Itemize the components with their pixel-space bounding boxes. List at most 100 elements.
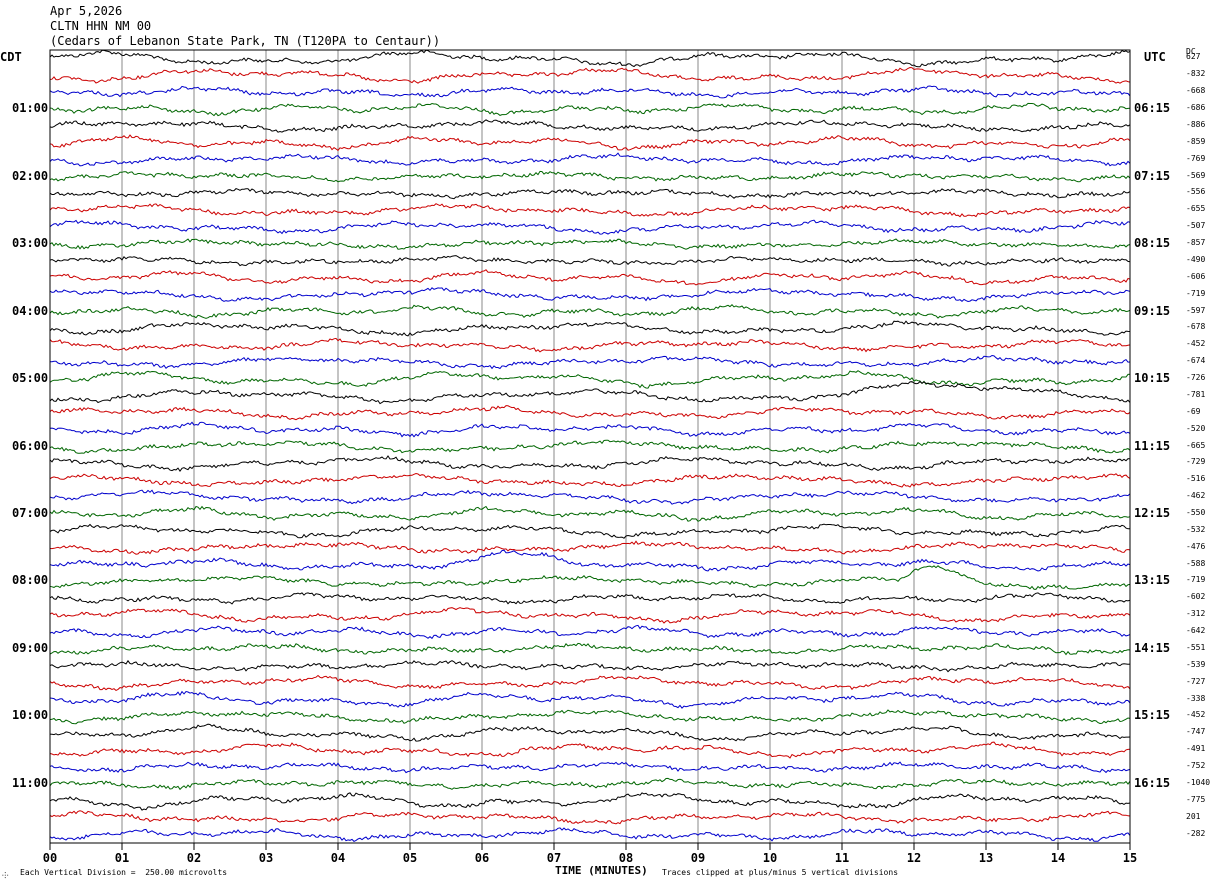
x-tick-label-03: 03 — [259, 851, 273, 865]
dc-offset-39: -452 — [1186, 710, 1206, 720]
trace-7 — [49, 170, 1131, 183]
dc-offset-11: -857 — [1186, 238, 1206, 248]
trace-21 — [49, 405, 1131, 421]
left-time-0400: 04:00 — [12, 303, 49, 318]
x-tick-label-13: 13 — [979, 851, 993, 865]
x-tick-label-07: 07 — [547, 851, 561, 865]
x-tick-label-11: 11 — [835, 851, 849, 865]
left-time-1000: 10:00 — [12, 708, 49, 723]
trace-30 — [49, 549, 1131, 572]
left-time-0200: 02:00 — [12, 168, 49, 183]
dc-offset-header: DC — [1186, 47, 1196, 56]
x-tick-label-08: 08 — [619, 851, 633, 865]
dc-offset-19: -726 — [1186, 373, 1206, 382]
trace-2 — [49, 85, 1131, 99]
left-time-0900: 09:00 — [12, 640, 49, 655]
left-time-0300: 03:00 — [12, 236, 49, 251]
right-timezone-label: UTC — [1144, 50, 1166, 64]
dc-offset-22: -520 — [1186, 423, 1206, 433]
right-time-0815: 08:15 — [1134, 236, 1171, 251]
trace-22 — [49, 421, 1131, 438]
right-time-1515: 15:15 — [1134, 708, 1171, 723]
right-time-0715: 07:15 — [1134, 168, 1171, 183]
dc-offset-28: -532 — [1186, 524, 1206, 534]
x-tick-label-12: 12 — [907, 851, 921, 865]
trace-36 — [49, 659, 1131, 673]
left-time-0800: 08:00 — [12, 573, 49, 588]
trace-31 — [49, 565, 1131, 590]
dc-offset-2: -668 — [1186, 86, 1206, 96]
trace-24 — [49, 455, 1131, 472]
dc-offset-23: -665 — [1186, 440, 1206, 450]
dc-offset-46: -282 — [1186, 828, 1206, 838]
clip-note: Traces clipped at plus/minus 5 vertical … — [662, 868, 899, 877]
right-time-1215: 12:15 — [1134, 505, 1171, 520]
dc-offset-37: -727 — [1186, 676, 1206, 686]
trace-3 — [49, 102, 1131, 117]
trace-44 — [49, 792, 1131, 811]
dc-offset-7: -569 — [1186, 170, 1206, 180]
x-tick-label-10: 10 — [763, 851, 777, 865]
x-tick-label-15: 15 — [1123, 851, 1137, 865]
dc-offset-43: -1040 — [1186, 777, 1210, 787]
right-time-1615: 16:15 — [1134, 775, 1171, 790]
dc-offset-5: -859 — [1186, 136, 1206, 146]
trace-10 — [49, 219, 1131, 235]
trace-16 — [49, 320, 1131, 337]
dc-offset-0: 627 — [1186, 52, 1201, 62]
dc-offset-21: -69 — [1186, 406, 1201, 416]
trace-18 — [50, 354, 1131, 370]
trace-43 — [49, 777, 1131, 791]
dc-offset-20: -781 — [1186, 389, 1206, 399]
left-time-0700: 07:00 — [12, 505, 49, 520]
trace-39 — [49, 709, 1131, 725]
right-time-1015: 10:15 — [1134, 371, 1171, 385]
dc-offset-4: -886 — [1186, 119, 1206, 129]
header-station: CLTN HHN NM 00 — [50, 19, 152, 33]
dc-offset-24: -729 — [1186, 457, 1206, 467]
dc-offset-29: -476 — [1186, 541, 1206, 551]
dc-offset-30: -588 — [1186, 558, 1206, 568]
dc-offset-40: -747 — [1186, 727, 1206, 737]
trace-9 — [49, 203, 1131, 218]
seismic-traces — [49, 49, 1131, 843]
trace-20 — [49, 380, 1131, 405]
minute-gridlines — [121, 50, 1059, 843]
dc-offset-44: -775 — [1186, 794, 1206, 804]
dc-offset-33: -312 — [1186, 609, 1206, 619]
dc-offset-10: -507 — [1186, 221, 1206, 231]
trace-13 — [49, 269, 1131, 286]
left-time-0500: 05:00 — [12, 371, 49, 385]
x-tick-label-04: 04 — [331, 851, 345, 865]
left-timezone-label: CDT — [0, 50, 22, 64]
dc-offset-3: -686 — [1186, 103, 1206, 113]
dc-offset-16: -678 — [1186, 322, 1206, 332]
dc-offset-18: -674 — [1186, 356, 1206, 366]
dc-offset-8: -556 — [1186, 187, 1206, 197]
right-time-1415: 14:15 — [1134, 640, 1171, 655]
trace-4 — [49, 119, 1131, 133]
dc-offset-25: -516 — [1186, 474, 1206, 484]
dc-offset-15: -597 — [1186, 305, 1206, 315]
dc-offset-35: -551 — [1186, 642, 1206, 652]
trace-40 — [49, 723, 1131, 742]
dc-offset-31: -719 — [1186, 575, 1206, 585]
x-axis-ticks: 00 01 02 03 04 05 06 07 08 09 10 11 12 13 14 15 — [43, 843, 1137, 865]
x-axis-title: TIME (MINUTES) — [555, 864, 648, 877]
x-tick-label-09: 09 — [691, 851, 705, 865]
dc-offset-42: -752 — [1186, 761, 1206, 771]
trace-6 — [49, 152, 1131, 167]
x-tick-label-02: 02 — [187, 851, 201, 865]
scale-note: Each Vertical Division = 250.00 microvol… — [20, 868, 228, 877]
footer-icon: ⸭ — [2, 871, 9, 880]
trace-26 — [49, 489, 1131, 505]
right-time-0915: 09:15 — [1134, 303, 1171, 318]
plot-frame — [49, 49, 1131, 844]
x-tick-label-01: 01 — [115, 851, 129, 865]
x-tick-label-14: 14 — [1051, 851, 1065, 865]
right-time-1315: 13:15 — [1134, 573, 1171, 588]
left-time-0600: 06:00 — [12, 438, 49, 453]
header-location: (Cedars of Lebanon State Park, TN (T120P… — [50, 34, 441, 48]
trace-37 — [49, 674, 1131, 691]
trace-8 — [49, 188, 1131, 200]
